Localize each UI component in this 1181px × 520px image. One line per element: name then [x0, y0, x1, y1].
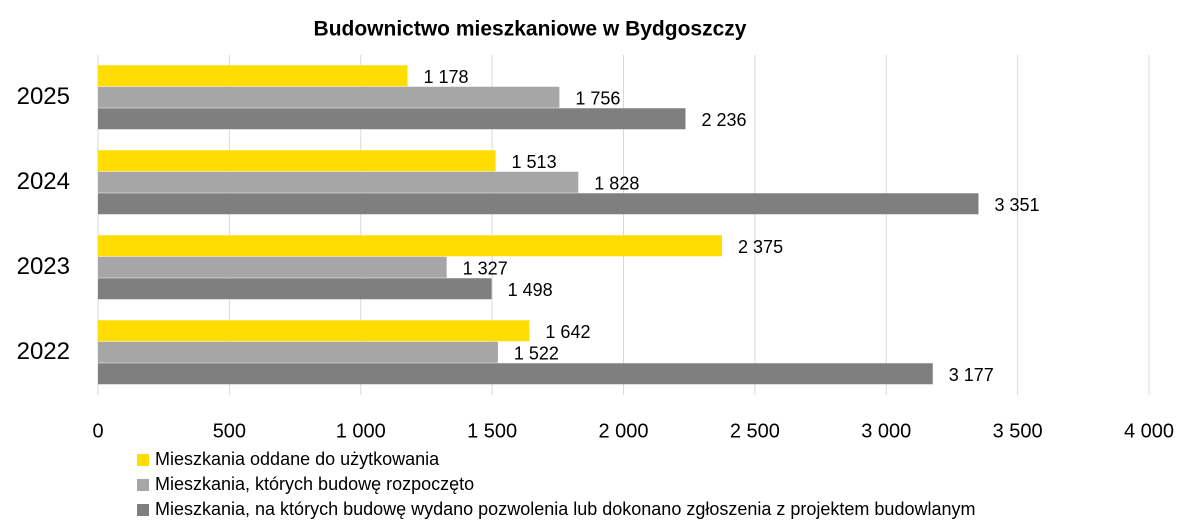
bar — [98, 86, 560, 108]
bar — [98, 65, 408, 87]
value-label: 1 327 — [463, 258, 508, 278]
y-tick-label: 2025 — [17, 83, 70, 110]
x-tick-label: 0 — [92, 420, 103, 442]
x-tick-label: 1 000 — [336, 420, 386, 442]
bar — [98, 235, 723, 257]
legend-swatch — [137, 504, 149, 516]
bar — [98, 256, 447, 278]
x-tick-label: 3 500 — [993, 420, 1043, 442]
value-label: 2 236 — [702, 110, 747, 130]
bar — [98, 193, 979, 215]
x-tick-label: 2 500 — [730, 420, 780, 442]
x-tick-label: 500 — [213, 420, 246, 442]
value-label: 3 177 — [949, 365, 994, 385]
x-tick-label: 3 000 — [861, 420, 911, 442]
bar — [98, 320, 530, 342]
value-label: 3 351 — [994, 195, 1039, 215]
value-label: 1 513 — [512, 152, 557, 172]
bar — [98, 278, 492, 300]
bar — [98, 341, 498, 363]
legend-label: Mieszkania oddane do użytkowania — [155, 449, 440, 469]
value-label: 1 178 — [424, 67, 469, 87]
x-tick-label: 2 000 — [598, 420, 648, 442]
value-label: 1 828 — [594, 173, 639, 193]
bar — [98, 150, 496, 172]
legend-label: Mieszkania, których budowę rozpoczęto — [155, 474, 474, 494]
value-label: 1 522 — [514, 343, 559, 363]
x-tick-label: 4 000 — [1124, 420, 1174, 442]
value-label: 1 756 — [575, 88, 620, 108]
y-tick-label: 2023 — [17, 253, 70, 280]
chart-title: Budownictwo mieszkaniowe w Bydgoszczy — [314, 18, 747, 41]
legend-label: Mieszkania, na których budowę wydano poz… — [155, 499, 975, 519]
value-label: 1 498 — [508, 280, 553, 300]
x-tick-label: 1 500 — [467, 420, 517, 442]
value-label: 2 375 — [738, 237, 783, 257]
legend-swatch — [137, 454, 149, 466]
bar — [98, 363, 933, 385]
bar — [98, 171, 579, 193]
y-tick-label: 2024 — [17, 168, 70, 195]
bar — [98, 108, 686, 130]
value-label: 1 642 — [545, 322, 590, 342]
y-tick-label: 2022 — [17, 338, 70, 365]
legend-swatch — [137, 479, 149, 491]
